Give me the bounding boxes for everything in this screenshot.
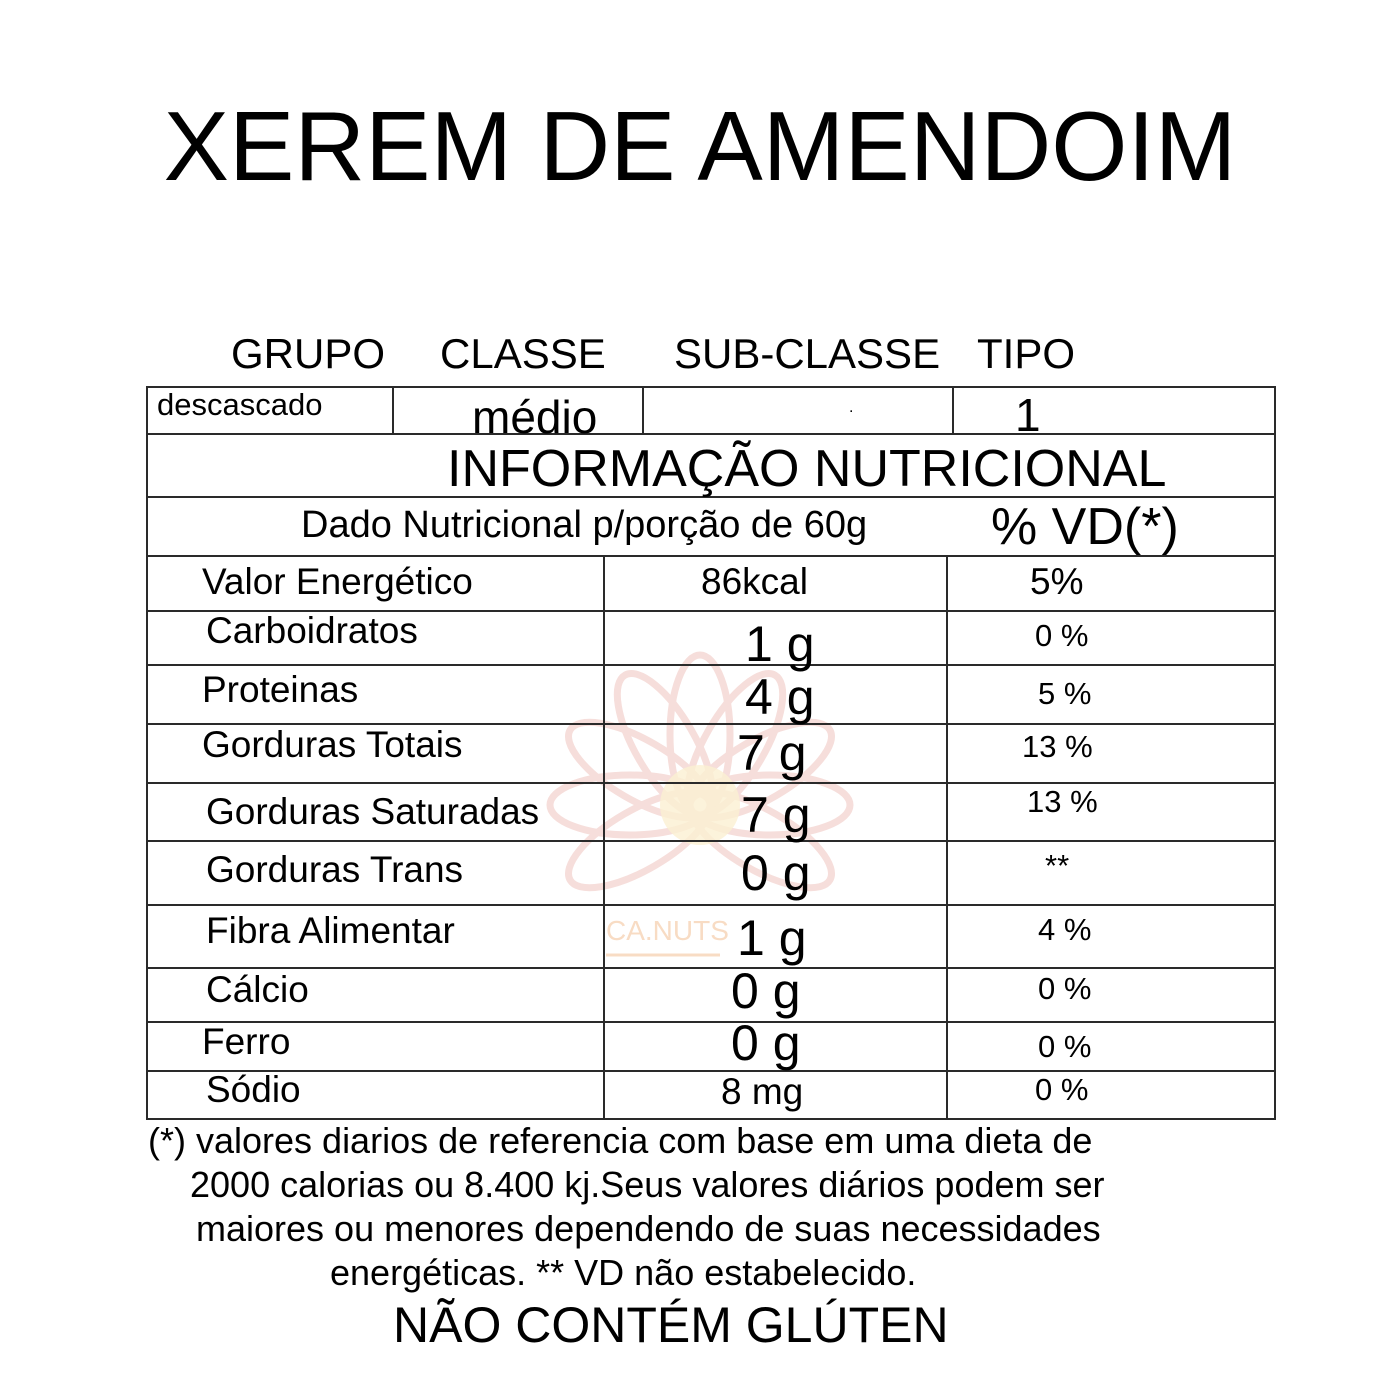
gluten-notice: NÃO CONTÉM GLÚTEN bbox=[393, 1297, 949, 1353]
nutrient-name: Proteinas bbox=[202, 669, 359, 710]
header-sub-classe: SUB-CLASSE bbox=[674, 330, 941, 377]
nutrient-dv: 5 % bbox=[1038, 676, 1092, 711]
watermark-text: CA.NUTS bbox=[606, 915, 729, 946]
classe-cell: médio bbox=[394, 388, 642, 434]
nutrient-dv: 4 % bbox=[1038, 912, 1092, 947]
tipo-value: 1 bbox=[1015, 389, 1041, 441]
nutrient-amount: 4 g bbox=[745, 669, 815, 725]
nutrient-name: Fibra Alimentar bbox=[206, 910, 455, 951]
header-tipo: TIPO bbox=[977, 330, 1076, 377]
nutrient-dv: 13 % bbox=[1027, 784, 1098, 819]
nutrient-dv: 0 % bbox=[1035, 1072, 1089, 1107]
footnote-line: energéticas. ** VD não estabelecido. bbox=[330, 1252, 917, 1293]
nutrient-amount: 0 g bbox=[731, 963, 801, 1019]
nutrient-dv: 5% bbox=[1030, 561, 1084, 602]
dv-label: % VD(*) bbox=[991, 498, 1179, 556]
nutrient-name: Cálcio bbox=[206, 969, 309, 1010]
header-grupo: GRUPO bbox=[231, 330, 386, 377]
header-classe: CLASSE bbox=[440, 330, 606, 377]
footnote-line: (*) valores diarios de referencia com ba… bbox=[148, 1120, 1093, 1161]
nutrition-heading: INFORMAÇÃO NUTRICIONAL bbox=[447, 440, 1167, 498]
nutrient-name: Carboidratos bbox=[206, 610, 418, 651]
product-title: XEREM DE AMENDOIM bbox=[163, 91, 1237, 201]
nutrient-dv: ** bbox=[1045, 848, 1070, 883]
nutrient-amount: 1 g bbox=[745, 616, 815, 672]
nutrient-amount: 0 g bbox=[741, 845, 811, 901]
classe-value: médio bbox=[472, 391, 598, 434]
sub-classe-value: . bbox=[849, 399, 854, 416]
nutrient-dv: 0 % bbox=[1038, 1029, 1092, 1064]
portion-label: Dado Nutricional p/porção de 60g bbox=[301, 504, 868, 546]
nutrient-name: Gorduras Trans bbox=[206, 849, 464, 890]
nutrient-name: Valor Energético bbox=[202, 561, 473, 602]
nutrient-name: Ferro bbox=[202, 1021, 291, 1062]
watermark-lotus-logo-icon: CA.NUTS bbox=[546, 651, 854, 957]
nutrient-amount: 1 g bbox=[737, 910, 807, 966]
nutrient-amount: 8 mg bbox=[721, 1071, 804, 1112]
nutrient-amount: 86kcal bbox=[701, 561, 808, 602]
footnote-line: maiores ou menores dependendo de suas ne… bbox=[196, 1208, 1101, 1249]
nutrient-name: Sódio bbox=[206, 1069, 301, 1110]
grupo-value: descascado bbox=[157, 387, 323, 422]
nutrient-dv: 0 % bbox=[1038, 971, 1092, 1006]
nutrient-amount: 7 g bbox=[741, 787, 811, 843]
nutrient-amount: 7 g bbox=[737, 725, 807, 781]
nutrient-amount: 0 g bbox=[731, 1015, 801, 1071]
nutrient-name: Gorduras Totais bbox=[202, 724, 463, 765]
nutrient-name: Gorduras Saturadas bbox=[206, 791, 540, 832]
nutrient-dv: 13 % bbox=[1022, 729, 1093, 764]
nutrient-dv: 0 % bbox=[1035, 618, 1089, 653]
footnote-line: 2000 calorias ou 8.400 kj.Seus valores d… bbox=[190, 1164, 1105, 1205]
